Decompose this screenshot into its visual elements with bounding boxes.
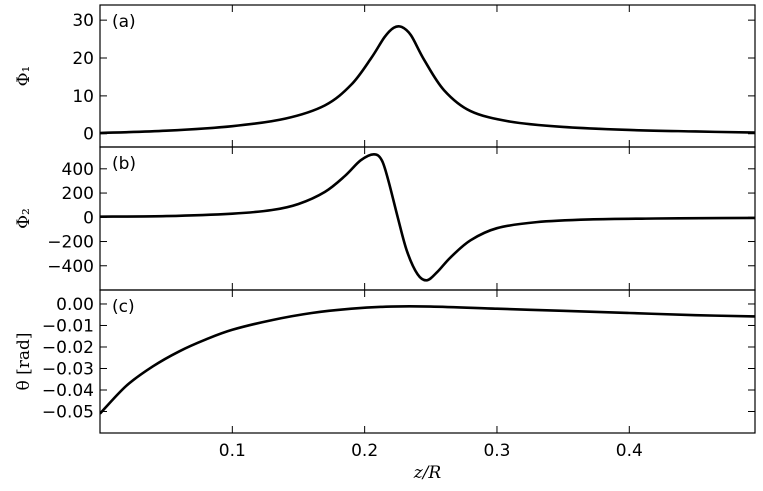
series-line-1-1 [100, 24, 755, 135]
panel-label: (b) [112, 154, 136, 174]
panel-b: −400 −200 0 200 400 (b) Φ₂ [14, 146, 756, 291]
panel-label: (a) [112, 12, 136, 32]
y-tick-label: −0.02 [42, 338, 94, 358]
y-tick-label: 20 [72, 49, 94, 69]
plot-frame [99, 289, 756, 434]
y-tick-label: −0.04 [42, 381, 94, 401]
x-tick-label: 0.3 [483, 441, 510, 461]
y-tick-label: 0 [83, 125, 94, 145]
panel-label: (c) [112, 297, 135, 317]
y-axis-label: θ [rad] [14, 332, 34, 390]
y-axis-label: Φ₁ [14, 66, 34, 87]
y-tick-label: 0.00 [56, 295, 94, 315]
y-tick-label: −200 [47, 233, 94, 253]
y-tick-label: −400 [47, 257, 94, 277]
x-axis-label: z/R [413, 463, 442, 483]
x-tick-label: 0.1 [219, 441, 246, 461]
plot-frame [99, 4, 756, 148]
y-tick-label: −0.05 [42, 402, 94, 422]
y-tick-label: 30 [72, 11, 94, 31]
panel-c: 0.00−0.01−0.02−0.03−0.04−0.05 0.1 0.2 0.3 0.… [14, 289, 756, 483]
y-tick-label: 10 [72, 87, 94, 107]
y-tick-label: 400 [62, 160, 94, 180]
y-axis-label: Φ₂ [14, 208, 34, 229]
y-tick-label: −0.03 [42, 359, 94, 379]
y-tick-label: −0.01 [42, 316, 94, 336]
x-tick-label: 0.2 [351, 441, 378, 461]
x-tick-label: 0.4 [616, 441, 643, 461]
panel-a: 0 10 20 30 (a) Φ₁ [14, 4, 756, 148]
series-line-2-1 [100, 152, 755, 282]
y-tick-label: 200 [62, 184, 94, 204]
y-tick-label: 0 [83, 208, 94, 228]
series-line-3-1 [100, 304, 755, 415]
